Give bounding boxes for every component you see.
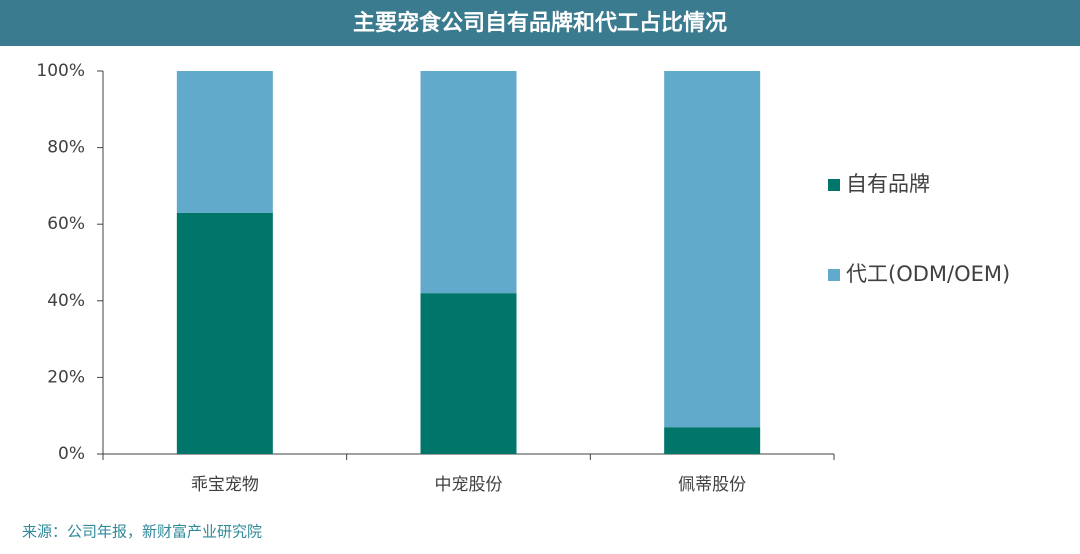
legend-label: 代工(ODM/OEM) <box>846 262 1010 286</box>
bar-segment <box>664 71 761 428</box>
x-tick-label: 佩蒂股份 <box>678 475 746 495</box>
legend-swatch <box>828 269 840 281</box>
x-tick-label: 乖宝宠物 <box>191 475 259 495</box>
bar-segment <box>420 71 517 294</box>
y-tick-label: 100% <box>36 61 85 81</box>
y-tick-label: 60% <box>47 214 85 234</box>
y-tick-label: 20% <box>47 367 85 387</box>
legend-swatch <box>828 179 840 191</box>
bar-segment <box>420 293 517 454</box>
bar-segment <box>176 212 273 454</box>
title-bar <box>0 0 1080 46</box>
source-note: 来源：公司年报，新财富产业研究院 <box>22 523 262 541</box>
bar-segment <box>176 71 273 213</box>
legend-label: 自有品牌 <box>846 172 930 196</box>
y-tick-label: 0% <box>58 444 85 464</box>
chart-title: 主要宠食公司自有品牌和代工占比情况 <box>353 10 727 36</box>
x-tick-label: 中宠股份 <box>435 475 503 495</box>
y-tick-label: 40% <box>47 291 85 311</box>
bar-segment <box>664 427 761 454</box>
y-tick-label: 80% <box>47 138 85 158</box>
